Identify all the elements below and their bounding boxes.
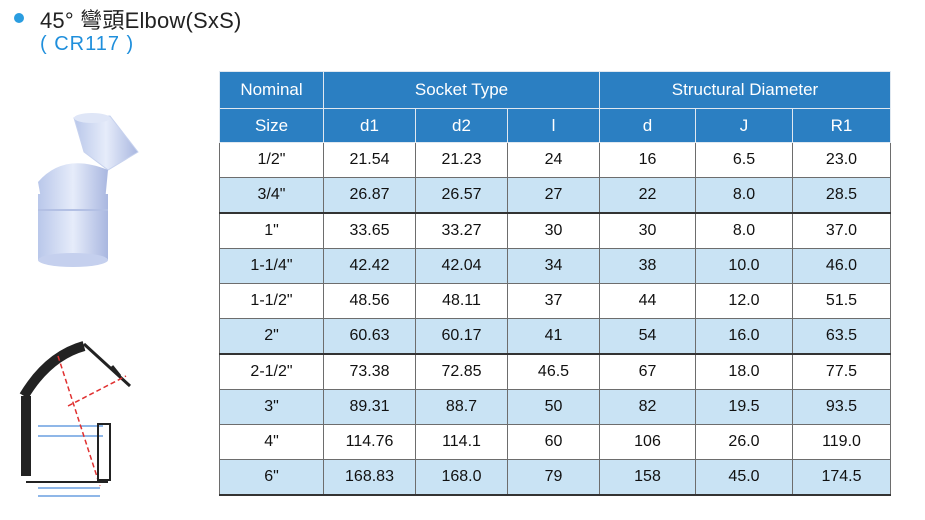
cell: 168.83 [323,459,416,496]
cell: 67 [599,353,696,390]
cell: 26.57 [415,177,508,214]
cell: 42.42 [323,248,416,284]
cell: 48.11 [415,283,508,319]
cell: 93.5 [792,389,891,425]
cell: 33.65 [323,212,416,249]
cell: 26.87 [323,177,416,214]
cell: 37.0 [792,212,891,249]
cell: 37 [507,283,600,319]
cell: 60.17 [415,318,508,355]
cell: 48.56 [323,283,416,319]
cell: 45.0 [695,459,793,496]
cell: 73.38 [323,353,416,390]
cell: 23.0 [792,142,891,178]
cell: 168.0 [415,459,508,496]
cell: 3/4" [219,177,324,214]
cell: 60.63 [323,318,416,355]
cell: 77.5 [792,353,891,390]
cell: 33.27 [415,212,508,249]
elbow-drawing [19,341,132,497]
cell: 27 [507,177,600,214]
cell: 16 [599,142,696,178]
cell: 119.0 [792,424,891,460]
table-row: 6" 168.83 168.0 79 158 45.0 174.5 [219,459,891,496]
col-r1: R1 [792,108,891,143]
cell: 38 [599,248,696,284]
cell: 10.0 [695,248,793,284]
cell: 44 [599,283,696,319]
cell: 46.5 [507,353,600,390]
col-size: Size [219,108,324,143]
cell: 1-1/4" [219,248,324,284]
table-row: 2" 60.63 60.17 41 54 16.0 63.5 [219,318,891,355]
header-structural-diameter: Structural Diameter [599,71,891,109]
table-row: 1/2" 21.54 21.23 24 16 6.5 23.0 [219,142,891,178]
cell: 63.5 [792,318,891,355]
cell: 174.5 [792,459,891,496]
header-socket-type: Socket Type [323,71,600,109]
cell: 158 [599,459,696,496]
table-row: 2-1/2" 73.38 72.85 46.5 67 18.0 77.5 [219,353,891,390]
cell: 89.31 [323,389,416,425]
cell: 8.0 [695,212,793,249]
table-row: 3" 89.31 88.7 50 82 19.5 93.5 [219,389,891,425]
cell: 72.85 [415,353,508,390]
table-row: 3/4" 26.87 26.57 27 22 8.0 28.5 [219,177,891,214]
header-nominal: Nominal [219,71,324,109]
table-row: 4" 114.76 114.1 60 106 26.0 119.0 [219,424,891,460]
col-d1: d1 [323,108,416,143]
cell: 41 [507,318,600,355]
cell: 60 [507,424,600,460]
cell: 12.0 [695,283,793,319]
cell: 30 [507,212,600,249]
cell: 30 [599,212,696,249]
table-row: 1" 33.65 33.27 30 30 8.0 37.0 [219,212,891,249]
cell: 2" [219,318,324,355]
table-row: 1-1/4" 42.42 42.04 34 38 10.0 46.0 [219,248,891,284]
cell: 54 [599,318,696,355]
spec-table: Nominal Socket Type Structural Diameter … [219,71,891,496]
cell: 1" [219,212,324,249]
cell: 3" [219,389,324,425]
cell: 16.0 [695,318,793,355]
cell: 79 [507,459,600,496]
cell: 6.5 [695,142,793,178]
cell: 46.0 [792,248,891,284]
cell: 1-1/2" [219,283,324,319]
cell: 114.1 [415,424,508,460]
cell: 24 [507,142,600,178]
cell: 50 [507,389,600,425]
cell: 2-1/2" [219,353,324,390]
cell: 22 [599,177,696,214]
cell: 19.5 [695,389,793,425]
cell: 21.54 [323,142,416,178]
col-l: l [507,108,600,143]
page-title: 45° 彎頭Elbow(SxS) [40,8,242,33]
cell: 28.5 [792,177,891,214]
elbow-photo [38,113,139,267]
col-d: d [599,108,696,143]
table-row: 1-1/2" 48.56 48.11 37 44 12.0 51.5 [219,283,891,319]
cell: 21.23 [415,142,508,178]
cell: 114.76 [323,424,416,460]
cell: 26.0 [695,424,793,460]
cell: 82 [599,389,696,425]
cell: 88.7 [415,389,508,425]
col-j: J [695,108,793,143]
cell: 34 [507,248,600,284]
cell: 1/2" [219,142,324,178]
cell: 106 [599,424,696,460]
cell: 8.0 [695,177,793,214]
cell: 42.04 [415,248,508,284]
cell: 51.5 [792,283,891,319]
cell: 18.0 [695,353,793,390]
cell: 6" [219,459,324,496]
bullet-dot [14,13,24,23]
col-d2: d2 [415,108,508,143]
cell: 4" [219,424,324,460]
product-code: ( CR117 ) [40,33,135,55]
